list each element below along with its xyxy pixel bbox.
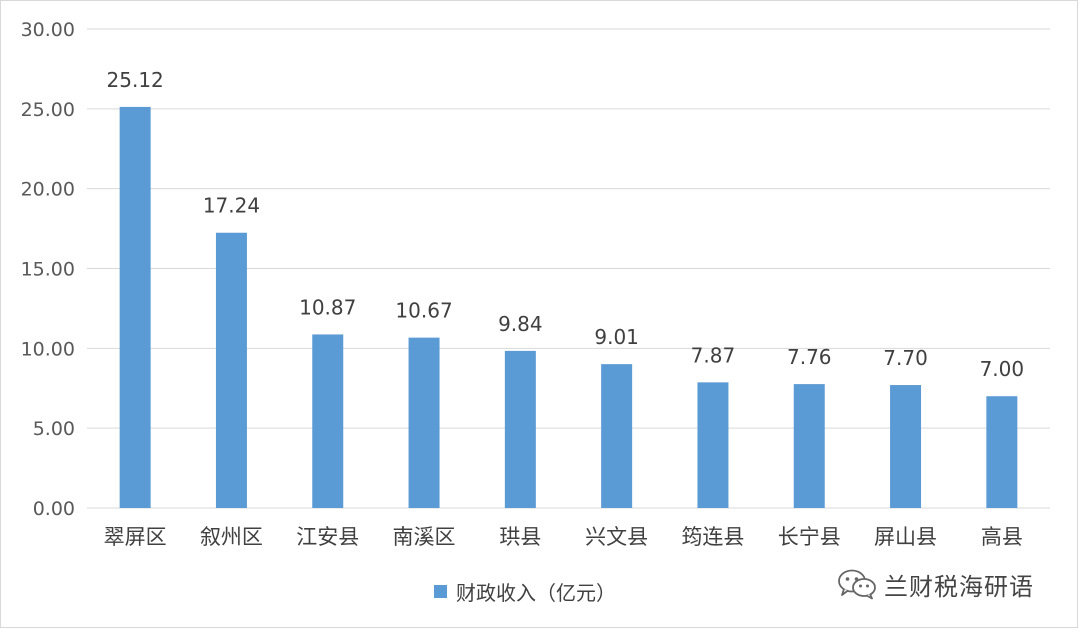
data-label: 7.76 [787,345,832,369]
bars [119,106,1018,509]
bar [986,396,1018,508]
data-labels: 25.12 17.24 10.87 10.67 9.84 9.01 7.87 7.76 7.70… [107,68,1025,381]
bar [408,337,440,508]
category-label: 南溪区 [393,525,456,549]
data-label: 10.67 [395,299,452,323]
category-label: 叙州区 [200,525,263,549]
y-tick-label: 30.00 [21,19,75,41]
category-label: 珙县 [499,525,541,549]
category-label: 屏山县 [874,525,937,549]
bar [793,384,825,508]
bar [601,364,633,508]
wechat-icon [838,569,876,600]
category-label: 长宁县 [778,525,841,549]
y-tick-label: 25.00 [21,99,75,121]
watermark: 兰财税海研语 [836,566,1034,602]
category-label: 翠屏区 [104,525,167,549]
watermark-text: 兰财税海研语 [884,572,1034,601]
y-tick-label: 15.00 [21,259,75,281]
category-label: 江安县 [296,525,359,549]
category-label: 高县 [981,525,1023,549]
data-label: 7.00 [980,357,1025,381]
data-label: 25.12 [107,68,164,92]
legend-label: 财政收入（亿元） [456,580,616,605]
bar [504,350,536,508]
data-label: 10.87 [299,295,356,319]
y-tick-label: 10.00 [21,338,75,360]
bar [215,232,247,508]
category-label: 筠连县 [681,525,744,549]
data-label: 9.01 [594,325,639,349]
x-axis-category-labels: 翠屏区 叙州区 江安县 南溪区 珙县 兴文县 筠连县 长宁县 屏山县 高县 [104,525,1023,549]
bar [119,106,151,509]
bar [312,334,344,508]
data-label: 7.87 [691,343,736,367]
data-label: 17.24 [203,194,260,218]
bar [890,385,922,508]
gridlines [87,28,1050,509]
data-label: 7.70 [883,346,928,370]
data-label: 9.84 [498,312,543,336]
y-axis-tick-labels: 0.00 5.00 10.00 15.00 20.00 25.00 30.00 [21,19,75,520]
y-tick-label: 0.00 [33,498,75,520]
y-tick-label: 20.00 [21,179,75,201]
y-tick-label: 5.00 [33,418,75,440]
legend-swatch [434,584,447,598]
category-label: 兴文县 [585,525,648,549]
legend: 财政收入（亿元） [434,576,616,606]
bar [697,382,729,508]
